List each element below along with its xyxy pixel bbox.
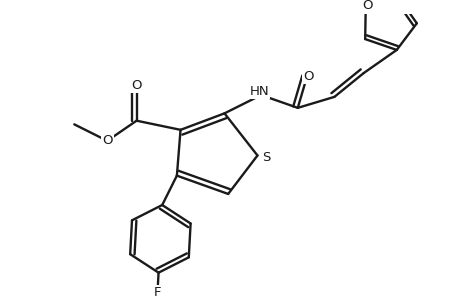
Text: O: O bbox=[303, 70, 313, 83]
Text: HN: HN bbox=[249, 85, 269, 98]
Text: O: O bbox=[362, 0, 372, 12]
Text: S: S bbox=[262, 151, 270, 164]
Text: O: O bbox=[102, 134, 112, 147]
Text: O: O bbox=[131, 80, 141, 92]
Text: F: F bbox=[153, 286, 161, 299]
